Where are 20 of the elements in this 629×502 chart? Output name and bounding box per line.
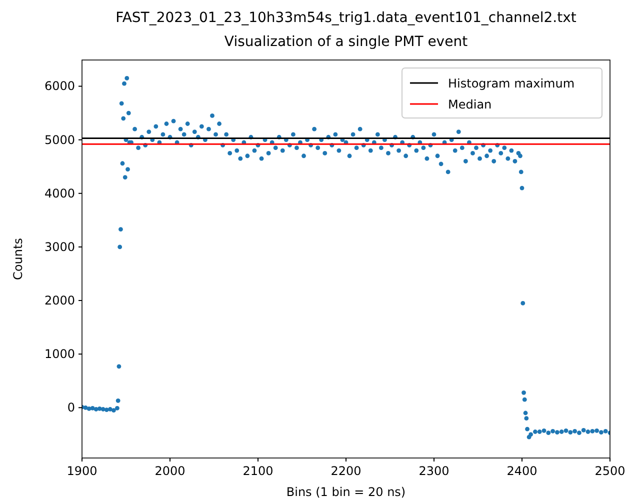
y-tick-label: 1000 [44,347,75,362]
legend-label: Median [448,98,492,112]
x-tick-label: 2200 [330,464,362,478]
x-tick-label: 2300 [418,464,450,478]
y-tick-label: 5000 [44,132,75,147]
x-tick-label: 1900 [66,464,98,478]
x-tick-label: 2400 [506,464,538,478]
legend-label: Histogram maximum [448,76,575,90]
x-axis-title: Bins (1 bin = 20 ns) [286,485,406,499]
x-tick-label: 2100 [242,464,274,478]
chart-title: FAST_2023_01_23_10h33m54s_trig1.data_event101_channel2.txt [116,10,577,26]
y-tick-label: 2000 [44,294,75,308]
y-axis-title: Counts [11,238,25,280]
y-tick-label: 0 [67,400,75,415]
y-tick-label: 3000 [44,240,75,254]
y-tick-label: 4000 [44,186,75,200]
y-tick-label: 6000 [44,79,75,94]
x-tick-label: 2000 [154,464,186,478]
chart-subtitle: Visualization of a single PMT event [224,34,468,50]
x-tick-label: 2500 [594,464,626,478]
